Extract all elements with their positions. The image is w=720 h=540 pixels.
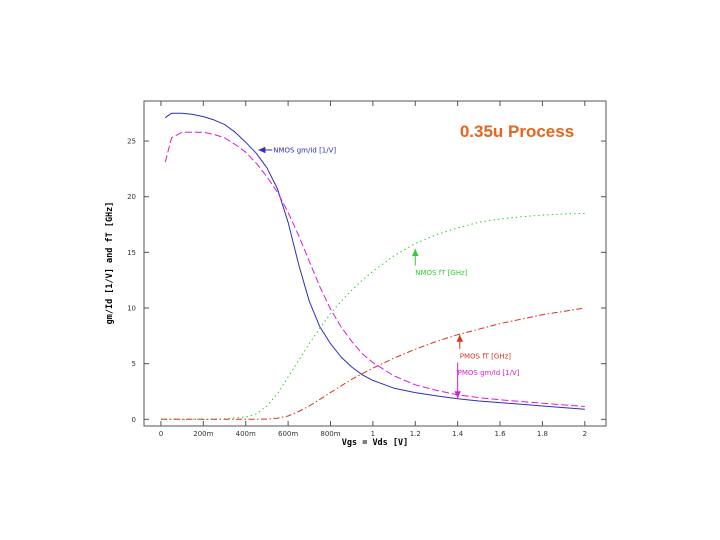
annotation-arrowhead-2: [456, 334, 463, 342]
y-axis-title: gm/Id [1/V] and fT [GHz]: [105, 202, 115, 325]
x-tick-label: 1.6: [494, 430, 506, 438]
plot-frame: [143, 100, 607, 427]
annotation-label-3: PMOS gm/Id [1/V]: [458, 369, 520, 377]
annotation-label-2: PMOS fT [GHz]: [460, 352, 511, 360]
y-tick-label: 10: [127, 305, 136, 313]
series-line-3: [161, 307, 585, 420]
x-tick-label: 1.8: [537, 430, 548, 438]
axis-ticks: 0 200m 400m 600m 800m 1 1.2 1.4 1.6 1.8 2051015202…: [127, 101, 606, 438]
series-lines: [161, 112, 585, 420]
x-tick-label: 1.2: [410, 430, 421, 438]
y-tick-label: 5: [132, 360, 136, 368]
annotation-arrowhead-0: [258, 146, 266, 154]
annotations: NMOS gm/Id [1/V] NMOS fT [GHz] PMOS fT [GH…: [258, 146, 520, 399]
x-tick-label: 2: [583, 430, 587, 438]
x-tick-label: 800m: [320, 430, 340, 438]
series-line-1: [164, 131, 585, 407]
annotation-arrowhead-3: [454, 391, 461, 399]
y-tick-label: 25: [127, 138, 136, 146]
x-tick-label: 600m: [278, 430, 298, 438]
chart-title: 0.35u Process: [460, 122, 574, 141]
annotation-arrowhead-1: [412, 249, 419, 256]
annotation-label-0: NMOS gm/Id [1/V]: [273, 146, 336, 154]
series-line-0: [164, 112, 585, 410]
y-tick-label: 20: [127, 193, 136, 201]
x-tick-label: 400m: [236, 430, 256, 438]
x-tick-label: 1: [371, 430, 375, 438]
x-tick-label: 200m: [193, 430, 213, 438]
annotation-label-1: NMOS fT [GHz]: [415, 269, 468, 277]
x-tick-label: 1.4: [452, 430, 464, 438]
x-axis-title: Vgs = Vds [V]: [342, 438, 409, 448]
y-tick-label: 0: [132, 416, 136, 424]
y-tick-label: 15: [127, 249, 136, 257]
x-tick-label: 0: [159, 430, 163, 438]
